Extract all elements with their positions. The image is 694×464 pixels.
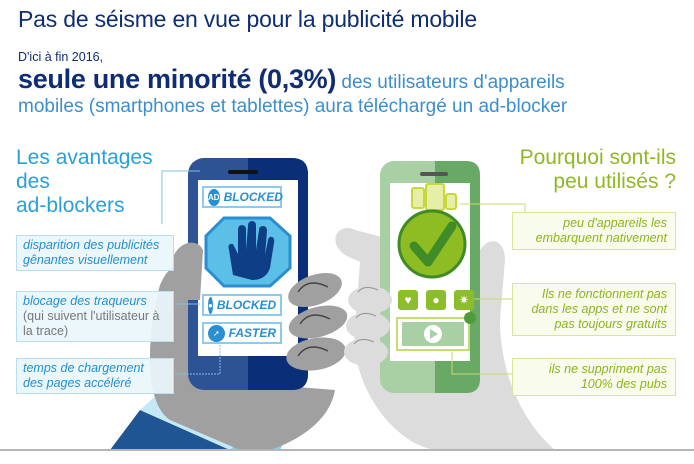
reason-text: Ils ne fonctionnent pas dans les apps et… — [531, 287, 667, 331]
advantage-box: disparition des publicités gênantes visu… — [16, 235, 174, 271]
ad-icon: AD — [208, 188, 220, 206]
left-heading-line: ad-blockers — [16, 194, 125, 217]
checkmark-icon — [409, 221, 457, 267]
reason-text: ils ne suppriment pas 100% des pubs — [548, 362, 667, 391]
advantage-box: temps de chargement des pages accéléré — [16, 358, 174, 394]
left-phone-speaker — [228, 170, 258, 174]
advantage-box: blocage des traqueurs (qui suivent l'uti… — [16, 291, 174, 342]
right-heading-line: Pourquoi sont-ils — [519, 146, 676, 169]
advantage-text: temps de chargement des pages accéléré — [23, 361, 144, 390]
hand-stop-icon — [228, 221, 275, 280]
tablet-small-icon — [411, 187, 425, 209]
reason-text: peu d'appareils les embarquent nativemen… — [535, 216, 667, 245]
gear-icon: ✷ — [454, 290, 474, 310]
rocket-icon: ➚ — [208, 324, 225, 342]
right-heading-line: peu utilisés ? — [553, 170, 676, 193]
intro-date: D'ici à fin 2016, — [18, 50, 104, 64]
footer-divider — [0, 449, 694, 451]
advantage-text: blocage des traqueurs — [23, 294, 147, 308]
sleeve-dark — [110, 410, 230, 450]
close-icon — [464, 312, 476, 324]
advantage-text: disparition des publicités gênantes visu… — [23, 238, 160, 267]
left-thumb — [172, 242, 203, 300]
intro-strong: seule une minorité (0,3%) — [18, 64, 337, 94]
location-pin-icon: ● — [208, 296, 213, 314]
left-heading: Les avantages des ad-blockers — [16, 146, 153, 218]
feature-icons-row: ♥ ● ✷ — [398, 290, 474, 310]
reason-box: ils ne suppriment pas 100% des pubs — [512, 358, 676, 396]
left-heading-line: Les avantages — [16, 146, 153, 169]
tracker-blocked-label: BLOCKED — [216, 298, 277, 312]
phone-small-icon — [445, 193, 457, 210]
ad-blocked-label: BLOCKED — [223, 190, 283, 204]
location-pin-icon: ● — [426, 290, 446, 310]
right-phone-speaker — [420, 172, 448, 176]
intro-line2: mobiles (smartphones et tablettes) aura … — [18, 96, 568, 117]
left-heading-line: des — [16, 170, 50, 193]
intro-rest: des utilisateurs d'appareils — [336, 72, 565, 93]
tablet-large-icon — [425, 183, 445, 211]
page-title: Pas de séisme en vue pour la publicité m… — [18, 6, 477, 32]
ad-blocked-badge: AD BLOCKED — [202, 186, 283, 208]
tracker-blocked-badge: ● BLOCKED — [202, 294, 282, 316]
faster-badge: ➚ FASTER — [202, 322, 282, 344]
faster-label: FASTER — [228, 326, 276, 340]
advantage-subtext: (qui suivent l'utilisateur à la trace) — [23, 309, 160, 338]
checkmark-circle-icon — [397, 209, 467, 279]
reason-box: peu d'appareils les embarquent nativemen… — [512, 212, 676, 250]
right-heading: Pourquoi sont-ils peu utilisés ? — [520, 146, 676, 194]
reason-box: Ils ne fonctionnent pas dans les apps et… — [512, 283, 676, 336]
intro-headline: seule une minorité (0,3%) des utilisateu… — [18, 64, 565, 95]
heart-icon: ♥ — [398, 290, 418, 310]
